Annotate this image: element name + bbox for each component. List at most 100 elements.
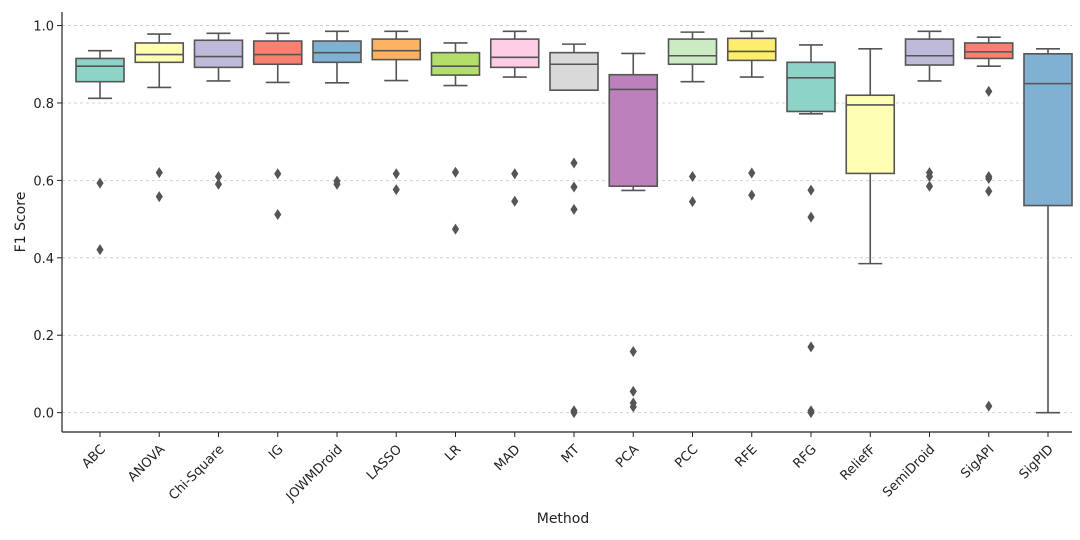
x-tick-label: ReliefF: [838, 442, 880, 484]
iqr-box: [371, 38, 422, 61]
axes: [61, 12, 1072, 433]
outlier-point: [629, 345, 637, 357]
outlier-point: [96, 177, 104, 189]
iqr-box: [1023, 53, 1073, 207]
x-tick-label: SemiDroid: [880, 442, 938, 500]
iqr-box: [904, 38, 955, 66]
x-tick-label: ABC: [79, 442, 108, 471]
box-chi-square: [193, 32, 244, 190]
x-tick-label: JOWMDroid: [283, 442, 346, 505]
x-tick-label: MAD: [492, 442, 524, 474]
outlier-point: [748, 189, 756, 201]
iqr-box: [430, 51, 481, 76]
box-mt: [549, 43, 599, 419]
y-tick-label: 0.6: [33, 174, 54, 189]
box-abc: [75, 49, 125, 256]
box-pca: [608, 52, 659, 413]
outlier-point: [214, 178, 223, 190]
outlier-point: [451, 166, 460, 178]
x-tick-label: IG: [266, 442, 286, 462]
x-tick-label: RFG: [790, 442, 819, 471]
outlier-point: [274, 208, 282, 220]
x-tick-label: LASSO: [364, 442, 405, 483]
outlier-point: [629, 401, 637, 413]
box-plot-series: [75, 30, 1073, 419]
outlier-point: [985, 400, 993, 412]
outlier-point: [925, 180, 934, 192]
outlier-point: [570, 157, 578, 169]
y-gridlines: [62, 25, 1072, 414]
outlier-point: [985, 85, 993, 97]
outlier-point: [214, 171, 223, 183]
x-tick-label: ANOVA: [125, 442, 168, 485]
outlier-point: [985, 172, 993, 184]
outlier-point: [155, 191, 163, 203]
iqr-box: [786, 61, 836, 113]
box-jowmdroid: [312, 30, 362, 190]
outlier-point: [807, 341, 815, 353]
x-tick-label: SigPID: [1017, 442, 1057, 482]
x-tick-label: PCA: [613, 442, 642, 471]
y-tick-label: 0.4: [33, 252, 54, 267]
iqr-box: [667, 38, 718, 66]
outlier-point: [807, 184, 815, 196]
x-axis-label: Method: [537, 511, 590, 527]
outlier-point: [392, 184, 400, 196]
box-lasso: [371, 30, 422, 196]
iqr-box: [608, 73, 659, 187]
outlier-point: [96, 244, 104, 256]
outlier-point: [511, 168, 519, 180]
outlier-point: [570, 181, 578, 193]
box-rfg: [786, 44, 836, 419]
outlier-point: [688, 196, 697, 208]
iqr-box: [549, 51, 599, 91]
x-tick-label: SigAPI: [958, 442, 997, 481]
y-tick-label: 0.8: [33, 97, 54, 112]
outlier-point: [925, 171, 934, 183]
outlier-point: [451, 223, 460, 235]
box-anova: [134, 33, 185, 203]
x-tick-label: LR: [442, 442, 464, 464]
outlier-point: [807, 211, 815, 223]
box-lr: [430, 42, 481, 235]
iqr-box: [312, 40, 362, 64]
outlier-point: [155, 167, 163, 179]
y-ticks: 0.0 0.2 0.4 0.6 0.8 1.0: [33, 20, 62, 422]
iqr-box: [134, 42, 185, 64]
outlier-point: [807, 407, 815, 419]
x-tick-label: PCC: [672, 442, 701, 471]
box-semidroid: [904, 30, 955, 192]
outlier-point: [985, 185, 993, 197]
iqr-box: [845, 94, 896, 175]
iqr-box: [193, 39, 244, 69]
outlier-point: [748, 167, 756, 179]
box-sigapi: [963, 36, 1014, 412]
outlier-point: [688, 171, 697, 183]
outlier-point: [629, 385, 637, 397]
outlier-point: [274, 168, 282, 180]
iqr-box: [252, 40, 303, 66]
y-tick-label: 0.0: [33, 407, 54, 422]
x-tick-label: RFE: [732, 442, 760, 470]
y-tick-label: 1.0: [33, 20, 54, 35]
y-tick-label: 0.2: [33, 329, 54, 344]
outlier-point: [333, 178, 341, 190]
box-mad: [489, 30, 540, 207]
box-sigpid: [1023, 47, 1073, 414]
iqr-box: [75, 57, 125, 83]
outlier-point: [392, 168, 400, 180]
box-ig: [252, 32, 303, 220]
outlier-point: [511, 195, 519, 207]
outlier-point: [570, 203, 578, 215]
x-tick-label: MT: [559, 442, 583, 466]
iqr-box: [489, 38, 540, 69]
iqr-box: [726, 37, 777, 62]
box-relieff: [845, 47, 896, 265]
outlier-point: [570, 407, 578, 419]
box-rfe: [726, 30, 777, 201]
iqr-box: [963, 42, 1014, 60]
box-pcc: [667, 31, 718, 208]
x-tick-label: Chi-Square: [166, 442, 227, 503]
